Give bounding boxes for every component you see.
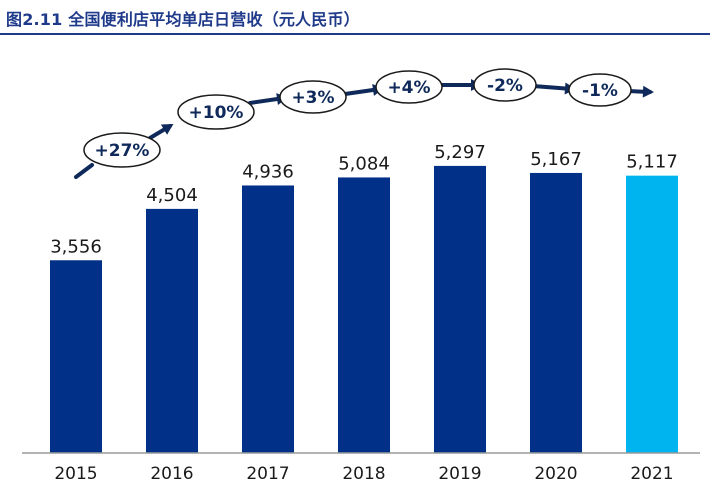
growth-bubble-5	[568, 73, 632, 107]
x-tick-2015: 2015	[54, 464, 97, 484]
growth-arrowhead-6	[642, 85, 654, 98]
growth-label-0: +27%	[95, 141, 150, 161]
growth-bubble-2	[279, 80, 347, 114]
growth-label-4: -2%	[487, 76, 523, 96]
value-label-2021: 5,117	[626, 152, 678, 173]
title-divider	[0, 33, 710, 35]
x-tick-2016: 2016	[150, 464, 193, 484]
bar-2020	[530, 172, 582, 453]
growth-bubble-1	[177, 94, 255, 130]
x-tick-2020: 2020	[534, 464, 577, 484]
page-title: 图2.11 全国便利店平均单店日营收（元人民币）	[6, 10, 360, 29]
x-tick-2017: 2017	[246, 464, 289, 484]
x-tick-labels-group: 2015 2016 2017 2018 2019 2020 2021	[54, 464, 673, 484]
bars-group	[50, 165, 678, 454]
value-label-2017: 4,936	[242, 161, 294, 182]
value-label-2020: 5,167	[530, 149, 582, 170]
growth-label-3: +4%	[387, 78, 430, 98]
bar-2016	[146, 208, 198, 453]
bar-2019	[434, 165, 486, 454]
x-tick-2018: 2018	[342, 464, 385, 484]
growth-arrowhead-1	[160, 123, 174, 135]
bar-2021	[626, 175, 678, 453]
value-label-2015: 3,556	[50, 236, 102, 257]
growth-arrows-group: +27% +10% +3% +4% -2% -1%	[74, 68, 654, 179]
growth-connector-0	[74, 163, 94, 179]
value-label-2019: 5,297	[434, 142, 486, 163]
x-tick-2021: 2021	[630, 464, 673, 484]
bar-2017	[242, 185, 294, 453]
growth-bubble-0	[83, 132, 161, 168]
bar-2015	[50, 260, 102, 453]
x-tick-2019: 2019	[438, 464, 481, 484]
value-label-2018: 5,084	[338, 153, 390, 174]
growth-bubble-4	[473, 68, 537, 102]
value-labels-group: 3,556 4,504 4,936 5,084 5,297 5,167 5,117	[50, 142, 678, 257]
value-label-2016: 4,504	[146, 185, 198, 206]
growth-label-1: +10%	[189, 103, 244, 123]
growth-label-5: -1%	[582, 81, 618, 101]
bar-2018	[338, 177, 390, 453]
growth-label-2: +3%	[291, 88, 334, 108]
growth-bubble-3	[375, 70, 443, 104]
